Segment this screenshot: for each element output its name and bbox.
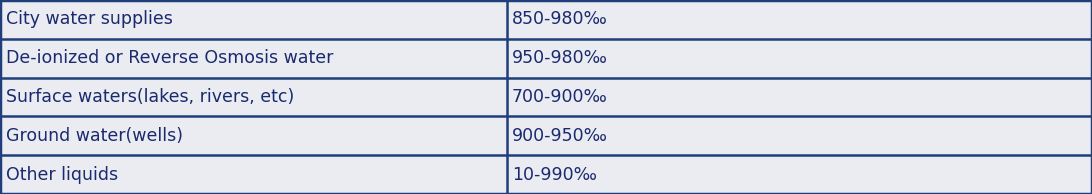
Text: 850-980‰: 850-980‰ — [512, 10, 607, 28]
Text: 950-980‰: 950-980‰ — [512, 49, 607, 67]
Text: Ground water(wells): Ground water(wells) — [5, 127, 183, 145]
Text: City water supplies: City water supplies — [5, 10, 173, 28]
Text: De-ionized or Reverse Osmosis water: De-ionized or Reverse Osmosis water — [5, 49, 333, 67]
Text: Surface waters(lakes, rivers, etc): Surface waters(lakes, rivers, etc) — [5, 88, 294, 106]
Text: Other liquids: Other liquids — [5, 166, 118, 184]
Text: 700-900‰: 700-900‰ — [512, 88, 607, 106]
Text: 900-950‰: 900-950‰ — [512, 127, 607, 145]
Text: 10-990‰: 10-990‰ — [512, 166, 596, 184]
